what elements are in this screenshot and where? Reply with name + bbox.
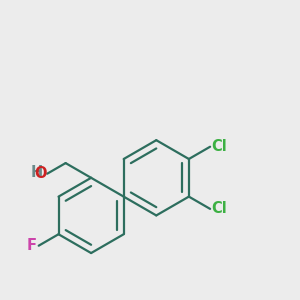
Text: H: H [31,165,43,180]
Text: Cl: Cl [212,139,227,154]
Text: Cl: Cl [212,201,227,216]
Text: O: O [34,166,46,181]
Text: F: F [27,238,37,253]
